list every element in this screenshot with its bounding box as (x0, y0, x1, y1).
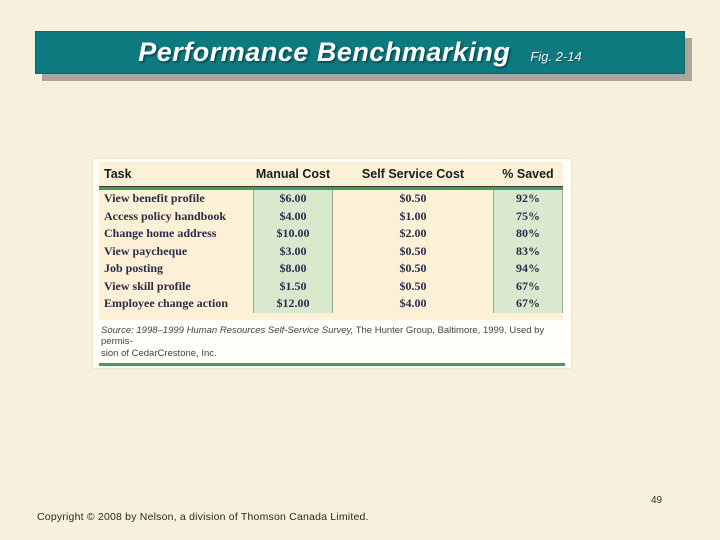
source-note: Source: 1998–1999 Human Resources Self-S… (99, 319, 565, 363)
table-bottom-spacer (99, 312, 563, 320)
cell-self-service-cost: $0.50 (399, 278, 427, 293)
header-divider-rule (99, 187, 563, 190)
cell-manual-cost: $4.00 (253, 207, 333, 225)
cell-percent-saved: 67% (493, 295, 563, 313)
cell-percent-saved: 83% (493, 242, 563, 260)
column-header-self-service-cost: Self Service Cost (361, 167, 465, 181)
column-header-task: Task (104, 167, 132, 181)
page-title: Performance Benchmarking (138, 37, 511, 67)
table-row: View paycheque $3.00 $0.50 83% (99, 242, 563, 260)
table-body: View benefit profile $6.00 $0.50 92% Acc… (99, 190, 563, 313)
cell-manual-cost: $6.00 (253, 190, 333, 208)
table-header-row: Task Manual Cost Self Service Cost % Sav… (99, 162, 563, 187)
cell-self-service-cost: $2.00 (399, 226, 427, 241)
column-header-percent-saved: % Saved (502, 167, 554, 181)
page-number: 49 (651, 495, 663, 506)
table-row: Employee change action $12.00 $4.00 67% (99, 295, 563, 313)
cell-self-service-cost: $4.00 (399, 296, 427, 311)
cell-percent-saved: 75% (493, 207, 563, 225)
figure-bottom-rule (99, 363, 565, 366)
cell-self-service-cost: $0.50 (399, 261, 427, 276)
cell-task: Access policy handbook (104, 208, 227, 223)
title-bar: Performance Benchmarking Fig. 2-14 (35, 31, 685, 74)
figure-reference-label: Fig. 2-14 (530, 49, 582, 64)
cell-percent-saved: 67% (493, 277, 563, 295)
benchmark-table: Task Manual Cost Self Service Cost % Sav… (99, 162, 563, 320)
cell-task: View benefit profile (104, 191, 205, 206)
source-note-regular: The Hunter Group, Baltimore, 1999. Used … (101, 324, 545, 348)
table-row: Job posting $8.00 $0.50 94% (99, 260, 563, 278)
table-row: Change home address $10.00 $2.00 80% (99, 225, 563, 243)
cell-task: View skill profile (104, 278, 191, 293)
cell-task: Employee change action (104, 296, 228, 311)
cell-manual-cost: $8.00 (253, 260, 333, 278)
cell-manual-cost: $10.00 (253, 225, 333, 243)
column-header-manual-cost: Manual Cost (255, 167, 331, 181)
table-row: Access policy handbook $4.00 $1.00 75% (99, 207, 563, 225)
source-note-line2: sion of CedarCrestone, Inc. (101, 347, 217, 359)
cell-task: Job posting (104, 261, 164, 276)
cell-manual-cost: $1.50 (253, 277, 333, 295)
cell-percent-saved: 94% (493, 260, 563, 278)
source-note-italic: Source: 1998–1999 Human Resources Self-S… (101, 324, 354, 336)
cell-percent-saved: 80% (493, 225, 563, 243)
cell-self-service-cost: $1.00 (399, 208, 427, 223)
table-row: View benefit profile $6.00 $0.50 92% (99, 190, 563, 208)
cell-manual-cost: $3.00 (253, 242, 333, 260)
cell-task: Change home address (104, 226, 217, 241)
cell-task: View paycheque (104, 243, 188, 258)
benchmark-figure: Task Manual Cost Self Service Cost % Sav… (93, 159, 571, 368)
copyright-notice: Copyright © 2008 by Nelson, a division o… (37, 511, 369, 523)
table-row: View skill profile $1.50 $0.50 67% (99, 277, 563, 295)
cell-self-service-cost: $0.50 (399, 243, 427, 258)
cell-manual-cost: $12.00 (253, 295, 333, 313)
cell-percent-saved: 92% (493, 190, 563, 208)
cell-self-service-cost: $0.50 (399, 191, 427, 206)
